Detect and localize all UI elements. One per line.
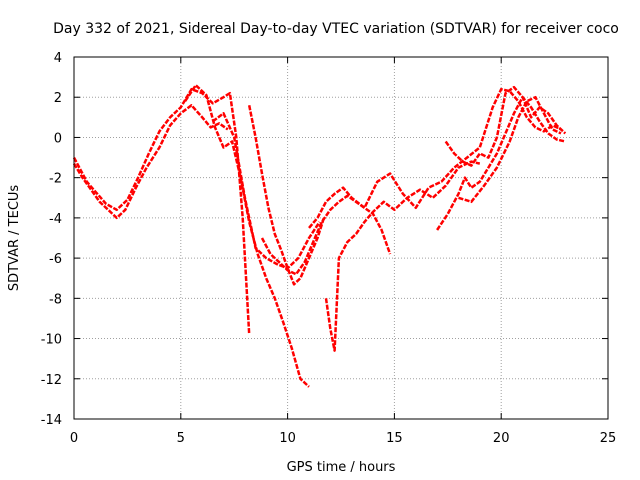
x-tick-label: 15 <box>386 431 403 446</box>
y-tick-label: -2 <box>49 172 62 187</box>
axis-ticks: 0 5 10 15 20 25 -14 -12 -10 -8 -6 -4 -2 0 2 4 <box>41 51 617 446</box>
x-tick-label: 5 <box>177 431 185 446</box>
data-series-track-7 <box>324 160 481 352</box>
data-series-layer <box>72 83 567 388</box>
data-series-track-4 <box>212 112 321 270</box>
y-tick-label: -14 <box>41 413 62 428</box>
data-series-track-3 <box>184 83 310 388</box>
y-tick-label: -6 <box>49 252 62 267</box>
y-tick-label: -8 <box>49 292 62 307</box>
data-series-track-10 <box>444 85 567 167</box>
y-axis-label: SDTVAR / TECUs <box>7 185 22 292</box>
y-tick-label: -10 <box>41 333 62 348</box>
y-tick-label: -12 <box>41 373 62 388</box>
grid-layer <box>74 57 608 419</box>
chart-title: Day 332 of 2021, Sidereal Day-to-day VTE… <box>53 21 619 37</box>
data-series-track-1 <box>72 87 251 335</box>
data-series-track-9 <box>436 95 566 231</box>
data-series-track-2 <box>72 104 229 220</box>
plot-frame <box>73 56 609 420</box>
data-series-track-5 <box>247 105 326 286</box>
x-tick-label: 20 <box>493 431 510 446</box>
y-tick-label: 4 <box>54 51 62 66</box>
x-tick-label: 25 <box>600 431 617 446</box>
data-series-track-11 <box>458 95 562 204</box>
data-series-track-8 <box>308 87 562 229</box>
x-tick-label: 0 <box>70 431 78 446</box>
y-tick-label: -4 <box>49 212 62 227</box>
data-series-track-6 <box>260 194 392 276</box>
y-tick-label: 2 <box>54 91 62 106</box>
x-tick-label: 10 <box>279 431 296 446</box>
x-axis-label: GPS time / hours <box>287 460 396 475</box>
y-tick-label: 0 <box>54 131 62 146</box>
